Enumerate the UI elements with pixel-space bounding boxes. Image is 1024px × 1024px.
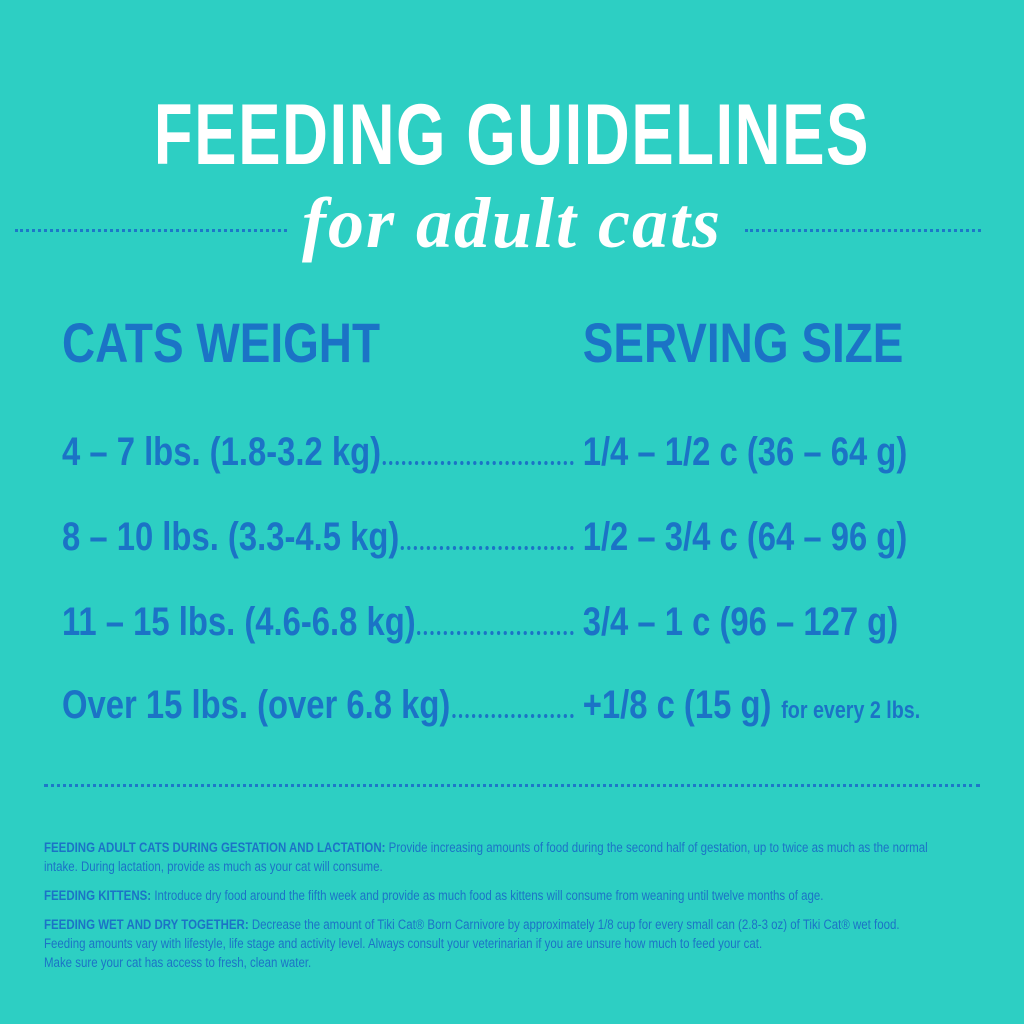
weight-cell: 4 – 7 lbs. (1.8-3.2 kg) [62,430,577,475]
column-header: SERVING SIZE [582,311,904,374]
serving: +1/8 c (15 g) [582,683,772,727]
note-text: Introduce dry food around the fifth week… [154,888,824,903]
table-row: Over 15 lbs. (over 6.8 kg) +1/8 c (15 g)… [62,683,964,731]
serving: 1/4 – 1/2 c (36 – 64 g) [582,430,908,474]
serving: 1/2 – 3/4 c (64 – 96 g) [582,515,908,559]
leader-dots [417,631,574,635]
table-row: 4 – 7 lbs. (1.8-3.2 kg) 1/4 – 1/2 c (36 … [62,430,964,478]
table-row: 8 – 10 lbs. (3.3-4.5 kg) 1/2 – 3/4 c (64… [62,515,964,563]
title: FEEDING GUIDELINES [153,87,871,183]
note: FEEDING KITTENS: Introduce dry food arou… [44,886,958,905]
divider [44,784,980,787]
note-text: Make sure your cat has access to fresh, … [44,955,312,970]
weight-cell: Over 15 lbs. (over 6.8 kg) [62,683,577,728]
leader-dots [400,546,574,550]
note-text: Feeding amounts vary with lifestyle, lif… [44,936,763,951]
leader-dots [382,461,574,465]
table-row: 11 – 15 lbs. (4.6-6.8 kg) 3/4 – 1 c (96 … [62,600,964,648]
column-header: CATS WEIGHT [62,311,381,374]
note-label: FEEDING KITTENS: [44,888,152,903]
title-wrap: FEEDING GUIDELINES [0,86,1024,185]
note-text: Decrease the amount of Tiki Cat® Born Ca… [251,917,900,932]
serving-cell: +1/8 c (15 g) for every 2 lbs. [583,683,920,728]
weight: Over 15 lbs. (over 6.8 kg) [62,683,451,727]
weight: 11 – 15 lbs. (4.6-6.8 kg) [62,600,416,644]
note-label: FEEDING ADULT CATS DURING GESTATION AND … [44,840,386,855]
leader-dots [451,714,574,718]
weight: 4 – 7 lbs. (1.8-3.2 kg) [62,430,382,474]
note: FEEDING WET AND DRY TOGETHER: Decrease t… [44,915,958,972]
divider [745,229,981,232]
note-label: FEEDING WET AND DRY TOGETHER: [44,917,249,932]
subtitle: for adult cats [301,183,723,263]
weight: 8 – 10 lbs. (3.3-4.5 kg) [62,515,400,559]
divider [15,229,287,232]
serving-note: for every 2 lbs. [781,697,921,724]
weight-cell: 8 – 10 lbs. (3.3-4.5 kg) [62,515,577,560]
note-text: Provide increasing amounts of food durin… [44,840,928,874]
weight-cell: 11 – 15 lbs. (4.6-6.8 kg) [62,600,577,645]
notes: FEEDING ADULT CATS DURING GESTATION AND … [44,838,958,982]
serving: 3/4 – 1 c (96 – 127 g) [582,600,899,644]
note: FEEDING ADULT CATS DURING GESTATION AND … [44,838,958,876]
